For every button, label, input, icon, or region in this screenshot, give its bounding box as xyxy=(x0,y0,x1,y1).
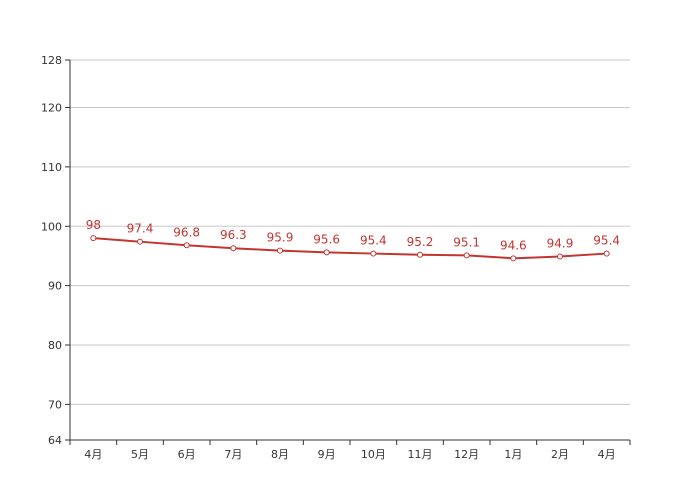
data-label-0-7: 95.2 xyxy=(407,235,434,249)
y-tick-label-120: 120 xyxy=(41,102,62,115)
x-tick-label-10: 2月 xyxy=(551,448,569,461)
data-point-0-4[interactable] xyxy=(277,247,283,254)
data-label-0-0: 98 xyxy=(86,218,101,232)
x-axis: 4月 5月 6月 7月 8月 9月 10月 11月 12月 1月 2月 4月 xyxy=(69,439,631,461)
x-tick-label-3: 7月 xyxy=(224,448,242,461)
x-tick-label-11: 4月 xyxy=(598,448,616,461)
data-point-0-5[interactable] xyxy=(323,249,330,256)
data-label-0-11: 95.4 xyxy=(593,234,620,248)
data-point-0-10[interactable] xyxy=(557,253,563,260)
data-labels: 98 97.4 96.8 96.3 95.9 95.6 95.4 95.2 95.1 94.6 94… xyxy=(86,218,620,252)
x-tick-label-1: 5月 xyxy=(131,448,149,461)
y-tick-label-100: 100 xyxy=(41,220,62,233)
x-tick-label-6: 10月 xyxy=(361,448,386,461)
data-point-0-2[interactable] xyxy=(183,242,190,249)
y-axis: 64 70 80 90 100 110 120 128 xyxy=(41,54,71,447)
data-label-0-9: 94.6 xyxy=(500,238,527,252)
x-tick-label-0: 4月 xyxy=(84,448,102,461)
data-label-0-5: 95.6 xyxy=(313,232,340,246)
data-label-0-8: 95.1 xyxy=(453,235,480,249)
data-point-0-11[interactable] xyxy=(603,250,610,257)
data-label-0-6: 95.4 xyxy=(360,234,387,248)
y-tick-label-90: 90 xyxy=(48,280,62,293)
x-tick-label-5: 9月 xyxy=(318,448,336,461)
series-line-0 xyxy=(93,237,607,260)
data-point-0-0[interactable] xyxy=(90,235,97,242)
x-tick-label-4: 8月 xyxy=(271,448,289,461)
data-point-0-8[interactable] xyxy=(463,252,470,259)
data-label-0-10: 94.9 xyxy=(547,237,574,251)
data-point-0-7[interactable] xyxy=(417,251,423,258)
data-label-0-4: 95.9 xyxy=(267,231,294,245)
y-tick-label-110: 110 xyxy=(41,161,62,174)
x-tick-label-8: 12月 xyxy=(454,448,479,461)
data-label-0-3: 96.3 xyxy=(220,228,247,242)
x-tick-label-2: 6月 xyxy=(178,448,196,461)
data-point-0-3[interactable] xyxy=(230,245,237,252)
x-tick-label-9: 1月 xyxy=(504,448,522,461)
data-label-0-1: 97.4 xyxy=(127,222,154,236)
series-layer xyxy=(90,235,610,262)
data-label-0-2: 96.8 xyxy=(173,225,200,239)
data-point-0-6[interactable] xyxy=(370,250,377,257)
data-point-0-9[interactable] xyxy=(510,255,517,262)
y-tick-label-64: 64 xyxy=(48,434,62,447)
data-point-0-1[interactable] xyxy=(137,238,143,245)
y-tick-label-128: 128 xyxy=(41,54,62,67)
y-tick-label-70: 70 xyxy=(48,398,62,411)
x-tick-label-7: 11月 xyxy=(408,448,433,461)
y-tick-label-80: 80 xyxy=(48,339,62,352)
gridlines xyxy=(70,59,630,405)
